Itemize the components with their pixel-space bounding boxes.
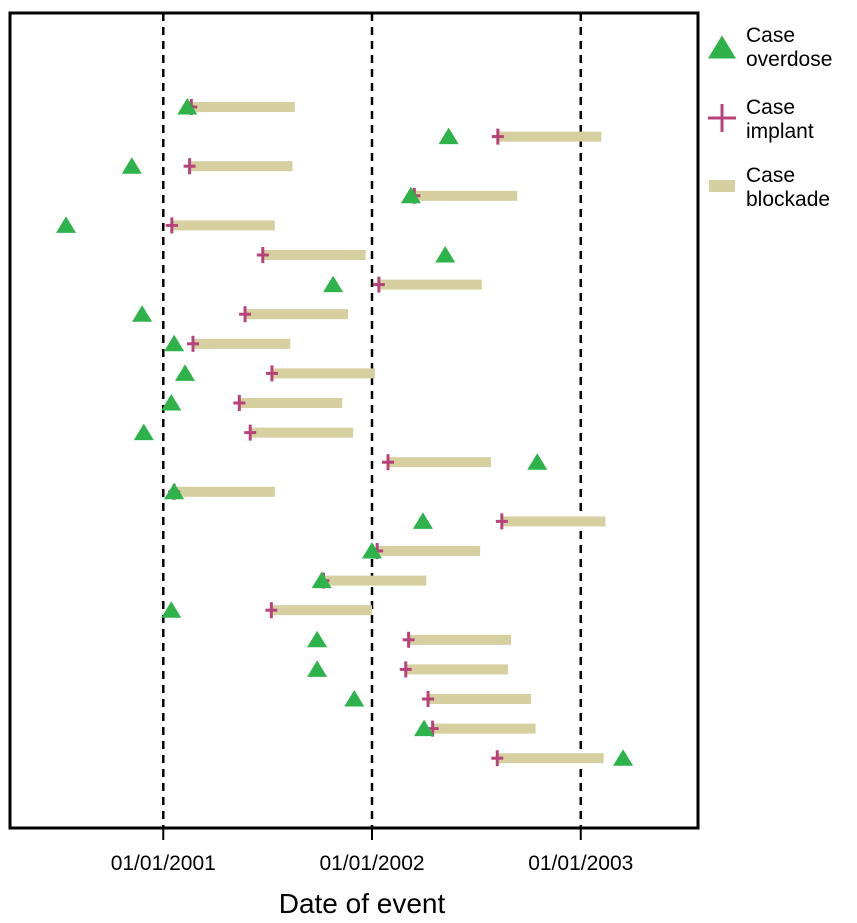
overdose-marker [344,690,365,707]
overdose-marker [177,98,198,115]
legend-label-line1: Case [746,24,795,47]
legend-bar-icon [709,180,735,192]
overdose-marker [164,482,185,500]
blockade-bar [408,634,511,645]
blockade-bar [497,131,602,142]
overdose-marker [56,216,77,233]
overdose-marker [307,660,328,677]
blockade-bar [250,427,354,438]
blockade-bar [174,486,275,497]
overdose-marker [414,719,435,737]
blockade-bar [428,694,532,704]
overdose-marker [400,186,421,204]
blockade-bar [191,102,295,112]
implant-marker [399,661,412,678]
legend-label-line2: overdose [746,48,832,71]
legend-label-line2: implant [746,120,814,143]
overdose-marker [323,275,344,293]
blockade-bar [271,368,375,379]
overdose-marker [307,630,328,648]
implant-marker [233,395,246,411]
overdose-marker [161,394,182,411]
overdose-marker [133,423,154,441]
implant-marker [239,306,252,323]
blockade-bar [239,398,343,408]
blockade-bar [414,190,518,201]
blockade-bar [377,546,481,556]
implant-marker [491,750,504,767]
overdose-marker [613,749,634,766]
blockade-bars [171,102,606,764]
blockade-bar [501,516,606,527]
x-tick-label: 01/01/2002 [319,852,424,875]
overdose-marker [362,542,383,559]
blockade-bar [245,309,348,320]
legend-triangle-icon [708,35,736,59]
blockade-bar [405,664,509,675]
blockade-bar [271,605,373,616]
implant-marker [256,247,269,263]
implant-marker [402,631,415,648]
implant-marker [165,217,178,234]
implant-marker [495,513,508,530]
implant-marker [187,335,200,352]
implant-marker [265,365,278,382]
overdose-marker [438,127,459,145]
blockade-bar [189,161,293,172]
overdose-marker [311,571,332,589]
legend-label-line1: Case [746,96,795,119]
legend-label-line2: blockade [746,188,830,211]
blockade-bar [432,723,536,734]
overdose-marker [435,246,456,263]
overdose-marker [412,512,433,529]
x-axis-ticks: 01/01/2001 01/01/2002 01/01/2003 [111,828,633,875]
blockade-bar [378,279,482,290]
legend-label-line1: Case [746,164,795,187]
implant-marker [265,602,278,619]
overdose-marker [527,453,548,470]
overdose-marker [132,305,153,322]
implant-marker [491,128,504,145]
plot-frame [8,11,700,830]
overdose-marker [121,157,142,174]
blockade-bar [497,753,604,764]
blockade-bar [193,338,291,349]
implant-marker [382,454,395,471]
x-axis-title: Date of event [279,888,446,919]
x-tick-label: 01/01/2003 [528,852,633,875]
implant-marker [422,691,435,707]
blockade-bar [262,250,366,260]
implant-marker [372,276,385,293]
implant-marker [244,424,257,441]
overdose-marker [161,601,182,618]
blockade-bar [388,457,491,468]
implant-markers [165,99,508,767]
overdose-marker [175,364,196,381]
blockade-bar [323,575,427,586]
blockade-bar [171,220,275,231]
implant-marker [183,158,196,175]
overdose-marker [164,334,185,352]
overdose-markers [56,98,634,766]
reference-lines [162,13,583,828]
x-tick-label: 01/01/2001 [111,852,216,875]
